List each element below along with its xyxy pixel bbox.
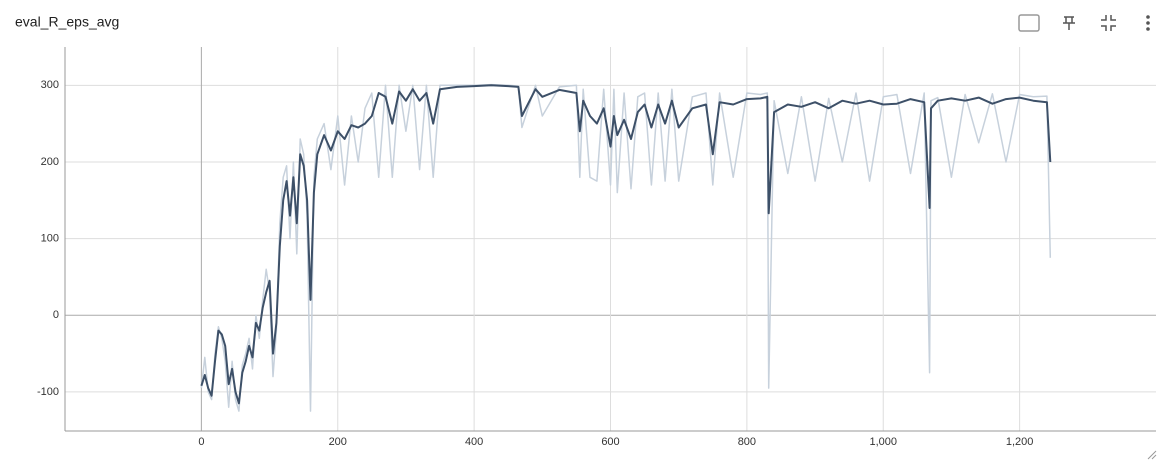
chart-title: eval_R_eps_avg (15, 14, 119, 30)
x-tick-label: 600 (601, 436, 619, 448)
toolbar (1018, 14, 1150, 32)
resize-handle[interactable] (1147, 450, 1157, 460)
fit-domain-button[interactable] (1018, 14, 1040, 32)
x-tick-label: 0 (198, 436, 204, 448)
x-tick-label: 1,000 (869, 436, 897, 448)
x-tick-label: 800 (738, 436, 756, 448)
y-tick-label: -100 (37, 386, 59, 398)
y-tick-label: 100 (41, 233, 59, 245)
y-tick-label: 200 (41, 156, 59, 168)
plot-area: -100 0 100 200 300 0 200 400 600 800 1,000 1,200 (37, 47, 1156, 448)
x-tick-label: 1,200 (1006, 436, 1034, 448)
x-tick-label: 200 (329, 436, 347, 448)
series-line (200, 84, 1052, 405)
x-tick-label: 400 (465, 436, 483, 448)
y-tick-label: 0 (53, 309, 59, 321)
pin-button[interactable] (1063, 16, 1075, 30)
series-line (200, 83, 1052, 412)
collapse-button[interactable] (1101, 15, 1116, 31)
y-tick-label: 300 (41, 79, 59, 91)
menu-button[interactable] (1146, 15, 1150, 31)
